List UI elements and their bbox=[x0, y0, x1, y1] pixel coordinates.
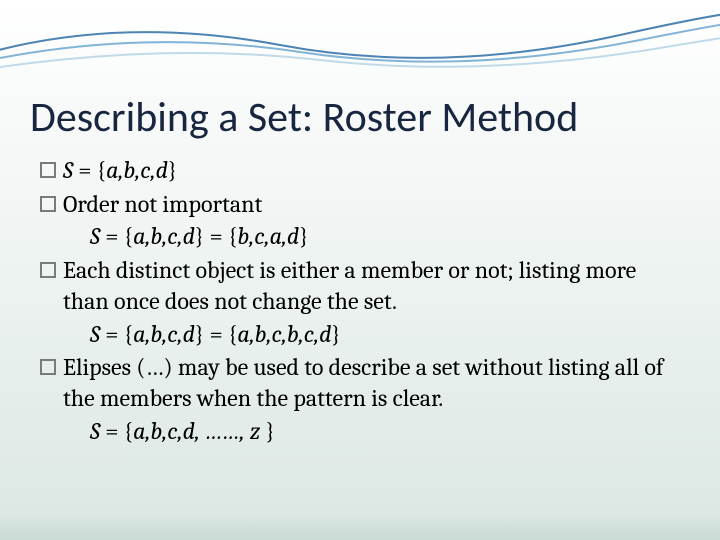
bullet-3-sub: S = {a,b,c,d} = {a,b,c,b,c,d} bbox=[90, 319, 680, 351]
var-s: S bbox=[63, 156, 73, 184]
bullet-4: Elipses (…) may be used to describe a se… bbox=[30, 352, 680, 413]
txt: = { bbox=[73, 156, 106, 184]
txt: } = { bbox=[195, 222, 237, 250]
set-body: a,b,c,d bbox=[133, 222, 195, 250]
bullet-2: Order not important bbox=[30, 189, 680, 220]
bullet-4-sub: S = {a,b,c,d, ……, z } bbox=[90, 416, 680, 448]
slide-body: S = {a,b,c,d} Order not important S = {a… bbox=[30, 155, 680, 449]
bullet-marker-icon bbox=[40, 162, 56, 178]
bullet-3-text: Each distinct object is either a member … bbox=[63, 255, 680, 316]
set-body: a,b,c,b,c,d bbox=[237, 320, 331, 348]
txt: } bbox=[266, 417, 275, 445]
slide-title: Describing a Set: Roster Method bbox=[30, 92, 578, 143]
bullet-marker-icon bbox=[40, 196, 56, 212]
txt: = { bbox=[100, 320, 133, 348]
var-s: S bbox=[90, 222, 100, 250]
txt: } bbox=[168, 156, 177, 184]
set-body: a,b,c,d bbox=[133, 320, 195, 348]
set-body: a,b,c,d, ……, z bbox=[133, 417, 265, 445]
txt: = { bbox=[100, 417, 133, 445]
txt: } bbox=[331, 320, 340, 348]
var-s: S bbox=[90, 417, 100, 445]
txt: } bbox=[299, 222, 308, 250]
slide: Describing a Set: Roster Method S = {a,b… bbox=[0, 0, 720, 540]
bullet-4-text: Elipses (…) may be used to describe a se… bbox=[63, 352, 680, 413]
txt: } = { bbox=[195, 320, 237, 348]
bullet-2-sub: S = {a,b,c,d} = {b,c,a,d} bbox=[90, 221, 680, 253]
bullet-marker-icon bbox=[40, 262, 56, 278]
bullet-2-text: Order not important bbox=[63, 189, 680, 220]
bullet-1: S = {a,b,c,d} bbox=[30, 155, 680, 187]
var-s: S bbox=[90, 320, 100, 348]
set-body: a,b,c,d bbox=[106, 156, 168, 184]
bullet-marker-icon bbox=[40, 359, 56, 375]
bullet-1-text: S = {a,b,c,d} bbox=[63, 155, 680, 187]
header-waves bbox=[0, 0, 720, 90]
bullet-3: Each distinct object is either a member … bbox=[30, 255, 680, 316]
txt: = { bbox=[100, 222, 133, 250]
set-body: b,c,a,d bbox=[237, 222, 299, 250]
